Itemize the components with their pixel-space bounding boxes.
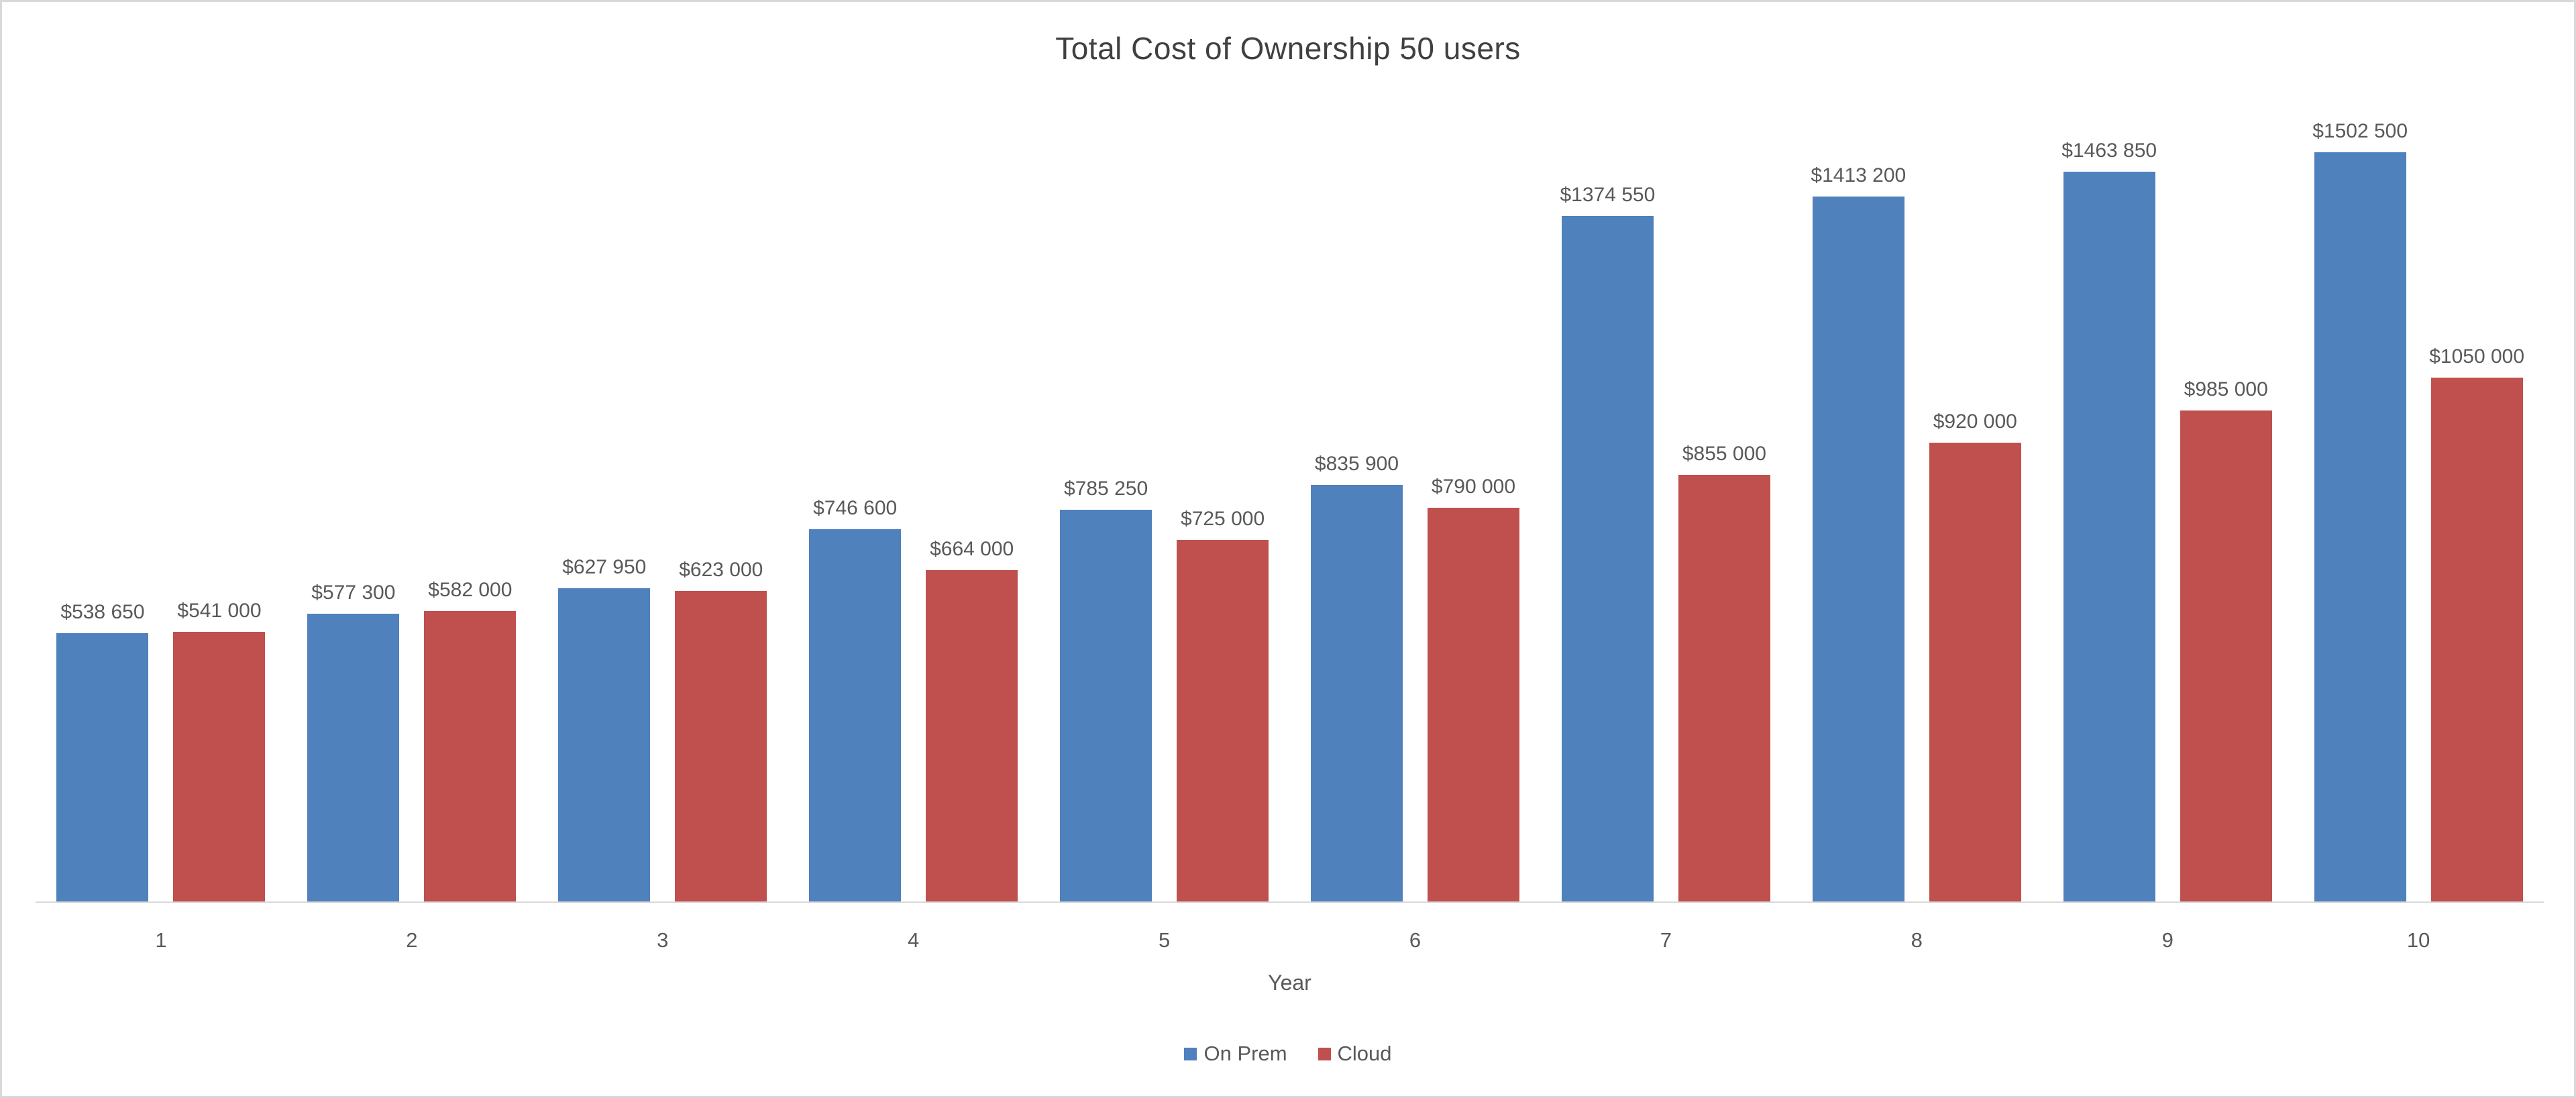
bar-value-label: $985 000 <box>2184 378 2268 400</box>
category-group: $1413 200 $920 000 8 <box>1791 150 2042 952</box>
legend-swatch-cloud-icon <box>1318 1047 1331 1060</box>
x-tick-label: 1 <box>155 928 167 952</box>
bar-on-prem: $577 300 <box>307 582 400 901</box>
bar-cloud: $541 000 <box>173 600 266 901</box>
legend-item-on-prem: On Prem <box>1184 1042 1287 1066</box>
legend: On Prem Cloud <box>2 1042 2574 1066</box>
bar-cloud: $725 000 <box>1177 508 1269 901</box>
bar-value-label: $746 600 <box>813 497 898 519</box>
category-group: $627 950 $623 000 3 <box>537 150 788 952</box>
bar-on-prem: $538 650 <box>56 601 149 901</box>
x-tick-label: 9 <box>2161 928 2174 952</box>
x-tick-label: 10 <box>2406 928 2430 952</box>
bar-value-label: $785 250 <box>1064 478 1148 500</box>
bar-on-prem: $835 900 <box>1310 453 1403 901</box>
bar-value-label: $577 300 <box>311 582 396 604</box>
bar-value-label: $1374 550 <box>1560 184 1656 206</box>
legend-label-on-prem: On Prem <box>1203 1042 1287 1065</box>
bar-cloud: $664 000 <box>926 538 1018 901</box>
bar-value-label: $920 000 <box>1933 410 2017 433</box>
category-group: $835 900 $790 000 6 <box>1290 150 1541 952</box>
bar-cloud: $1050 000 <box>2429 345 2524 901</box>
bar-on-prem: $746 600 <box>809 497 902 901</box>
x-axis-line <box>36 901 2544 903</box>
x-axis-title: Year <box>1268 971 1311 995</box>
bar-cloud: $985 000 <box>2180 378 2272 901</box>
bar-value-label: $623 000 <box>679 559 763 581</box>
chart-title: Total Cost of Ownership 50 users <box>1055 31 1521 66</box>
bar-cloud: $582 000 <box>424 579 517 901</box>
bar-value-label: $538 650 <box>60 601 145 623</box>
category-group: $746 600 $664 000 4 <box>788 150 1039 952</box>
legend-item-cloud: Cloud <box>1318 1042 1392 1066</box>
bar-value-label: $790 000 <box>1431 476 1516 498</box>
bar-value-label: $541 000 <box>177 600 262 622</box>
bar-value-label: $664 000 <box>930 538 1014 560</box>
bar-on-prem: $1463 850 <box>2061 140 2157 901</box>
bar-on-prem: $785 250 <box>1060 478 1152 901</box>
x-tick-label: 6 <box>1409 928 1421 952</box>
bar-on-prem: $1374 550 <box>1560 184 1655 901</box>
category-group: $1374 550 $855 000 7 <box>1540 150 1791 952</box>
bar-value-label: $835 900 <box>1314 453 1399 475</box>
x-tick-label: 3 <box>657 928 669 952</box>
bar-cloud: $855 000 <box>1678 443 1770 901</box>
bar-value-label: $582 000 <box>428 579 513 601</box>
legend-label-cloud: Cloud <box>1337 1042 1392 1065</box>
x-tick-label: 8 <box>1911 928 1923 952</box>
bar-on-prem: $1413 200 <box>1811 164 1906 901</box>
bar-cloud: $790 000 <box>1427 476 1519 901</box>
bar-value-label: $1463 850 <box>2061 140 2157 162</box>
x-tick-label: 2 <box>406 928 418 952</box>
bar-value-label: $1502 500 <box>2312 120 2408 142</box>
bar-value-label: $1050 000 <box>2429 345 2525 368</box>
category-group: $1502 500 $1050 000 10 <box>2293 120 2544 952</box>
bar-cloud: $920 000 <box>1929 410 2021 901</box>
x-tick-label: 7 <box>1660 928 1672 952</box>
category-group: $538 650 $541 000 1 <box>36 150 286 952</box>
x-tick-label: 4 <box>908 928 920 952</box>
category-group: $577 300 $582 000 2 <box>286 150 537 952</box>
bar-cloud: $623 000 <box>675 559 767 901</box>
bar-value-label: $725 000 <box>1181 508 1265 530</box>
bar-on-prem: $1502 500 <box>2312 120 2408 901</box>
bar-value-label: $855 000 <box>1682 443 1766 465</box>
category-group: $785 250 $725 000 5 <box>1039 150 1290 952</box>
bar-value-label: $627 950 <box>562 556 647 578</box>
bar-value-label: $1413 200 <box>1811 164 1907 186</box>
legend-swatch-on-prem-icon <box>1184 1047 1197 1060</box>
x-tick-label: 5 <box>1158 928 1171 952</box>
bar-on-prem: $627 950 <box>558 556 651 901</box>
category-group: $1463 850 $985 000 9 <box>2042 140 2293 952</box>
plot-area: $538 650 $541 000 1 $577 300 $582 000 2 $627 9… <box>36 120 2544 952</box>
